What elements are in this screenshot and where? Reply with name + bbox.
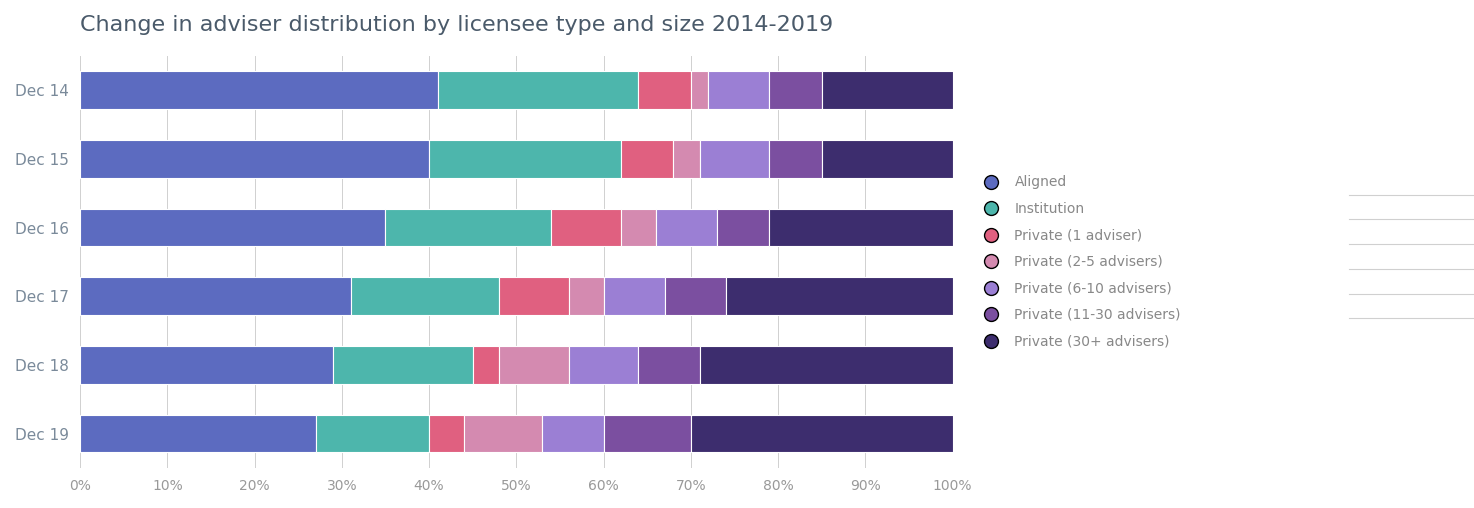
Bar xyxy=(656,209,716,246)
Legend: Aligned, Institution, Private (1 adviser), Private (2-5 advisers), Private (6-10: Aligned, Institution, Private (1 adviser… xyxy=(977,175,1181,348)
Bar xyxy=(621,140,674,178)
Bar xyxy=(429,140,621,178)
Bar xyxy=(725,277,952,315)
Bar xyxy=(429,415,464,453)
Bar xyxy=(674,140,700,178)
Bar xyxy=(708,72,769,109)
Bar xyxy=(821,140,952,178)
Bar xyxy=(438,72,638,109)
Bar xyxy=(603,277,665,315)
Bar xyxy=(569,346,638,384)
Bar xyxy=(769,209,952,246)
Bar xyxy=(665,277,725,315)
Bar xyxy=(569,277,603,315)
Bar xyxy=(464,415,542,453)
Bar xyxy=(351,277,498,315)
Bar xyxy=(691,415,952,453)
Bar xyxy=(769,72,821,109)
Bar xyxy=(638,346,700,384)
Bar xyxy=(542,415,603,453)
Bar xyxy=(700,346,952,384)
Bar xyxy=(80,140,429,178)
Bar xyxy=(769,140,821,178)
Text: Change in adviser distribution by licensee type and size 2014-2019: Change in adviser distribution by licens… xyxy=(80,15,833,35)
Bar xyxy=(716,209,769,246)
Bar xyxy=(80,277,351,315)
Bar xyxy=(333,346,473,384)
Bar xyxy=(80,209,386,246)
Bar xyxy=(551,209,621,246)
Bar xyxy=(498,346,569,384)
Bar xyxy=(386,209,551,246)
Bar xyxy=(80,346,333,384)
Bar xyxy=(700,140,769,178)
Bar xyxy=(691,72,708,109)
Bar xyxy=(498,277,569,315)
Bar xyxy=(638,72,691,109)
Bar xyxy=(80,72,438,109)
Bar xyxy=(621,209,656,246)
Bar xyxy=(473,346,498,384)
Bar xyxy=(315,415,429,453)
Bar xyxy=(80,415,315,453)
Bar xyxy=(821,72,952,109)
Bar xyxy=(603,415,691,453)
